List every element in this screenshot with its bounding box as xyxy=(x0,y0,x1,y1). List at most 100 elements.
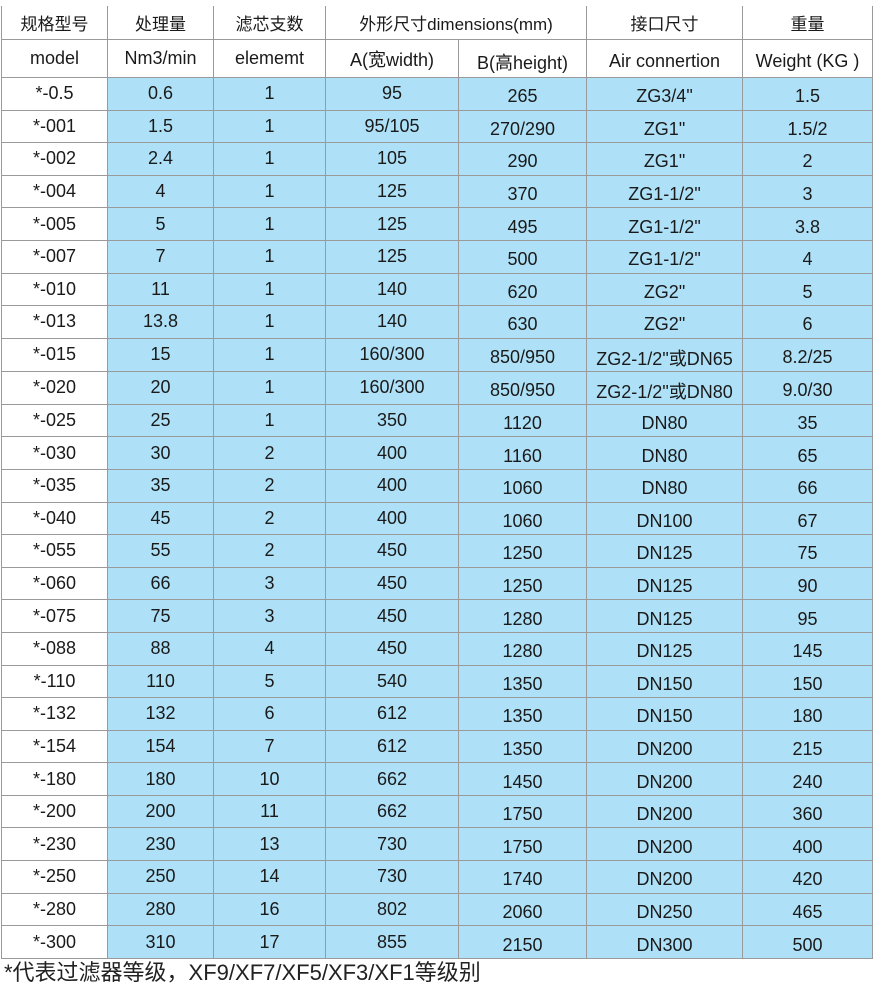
header-row-cn: 规格型号 处理量 滤芯支数 外形尺寸dimensions(mm) 接口尺寸 重量 xyxy=(1,6,873,40)
cell-connection: DN250 xyxy=(586,892,744,927)
cell-connection: DN200 xyxy=(586,794,744,829)
cell-height-b: 1750 xyxy=(457,827,588,862)
table-row: *-010 11 1 140 620 ZG2" 5 xyxy=(1,272,873,307)
cell-connection: ZG3/4" xyxy=(586,77,744,111)
spec-table: 规格型号 处理量 滤芯支数 外形尺寸dimensions(mm) 接口尺寸 重量… xyxy=(1,6,873,959)
cell-weight: 500 xyxy=(742,925,873,959)
cell-flow: 5 xyxy=(107,207,214,241)
cell-height-b: 1750 xyxy=(457,794,588,829)
cell-weight: 95 xyxy=(742,599,873,633)
cell-flow: 20 xyxy=(107,370,214,405)
cell-elements: 1 xyxy=(213,239,326,274)
cell-width-a: 662 xyxy=(325,794,459,829)
table-row: *-075 75 3 450 1280 DN125 95 xyxy=(1,599,873,633)
cell-model: *-030 xyxy=(1,436,108,470)
cell-connection: DN300 xyxy=(586,925,744,959)
cell-connection: DN80 xyxy=(586,403,744,438)
cell-model: *-132 xyxy=(1,697,108,731)
cell-connection: ZG1-1/2" xyxy=(586,239,744,274)
cell-flow: 11 xyxy=(107,272,214,307)
table-row: *-005 5 1 125 495 ZG1-1/2" 3.8 xyxy=(1,207,873,241)
cell-model: *-110 xyxy=(1,664,108,699)
table-row: *-060 66 3 450 1250 DN125 90 xyxy=(1,566,873,601)
cell-flow: 280 xyxy=(107,892,214,927)
cell-elements: 1 xyxy=(213,174,326,209)
table-row: *-280 280 16 802 2060 DN250 465 xyxy=(1,892,873,927)
table-row: *-002 2.4 1 105 290 ZG1" 2 xyxy=(1,142,873,176)
cell-elements: 2 xyxy=(213,534,326,568)
cell-weight: 420 xyxy=(742,860,873,894)
cell-weight: 150 xyxy=(742,664,873,699)
cell-connection: DN125 xyxy=(586,534,744,568)
cell-width-a: 802 xyxy=(325,892,459,927)
cell-width-a: 450 xyxy=(325,631,459,666)
cell-flow: 88 xyxy=(107,631,214,666)
cell-flow: 25 xyxy=(107,403,214,438)
header-dimensions: 外形尺寸dimensions(mm) xyxy=(324,6,588,40)
cell-width-a: 855 xyxy=(325,925,459,959)
cell-connection: ZG2-1/2"或DN80 xyxy=(586,370,744,405)
cell-weight: 360 xyxy=(742,794,873,829)
cell-elements: 1 xyxy=(213,337,326,372)
cell-elements: 1 xyxy=(213,142,326,176)
cell-width-a: 160/300 xyxy=(325,370,459,405)
cell-connection: DN150 xyxy=(586,664,744,699)
cell-connection: ZG2" xyxy=(586,272,744,307)
cell-weight: 465 xyxy=(742,892,873,927)
cell-elements: 3 xyxy=(213,566,326,601)
cell-model: *-300 xyxy=(1,925,108,959)
cell-model: *-005 xyxy=(1,207,108,241)
table-row: *-0.5 0.6 1 95 265 ZG3/4" 1.5 xyxy=(1,77,873,111)
cell-weight: 5 xyxy=(742,272,873,307)
table-row: *-015 15 1 160/300 850/950 ZG2-1/2"或DN65 8.2/2… xyxy=(1,337,873,372)
cell-elements: 1 xyxy=(213,109,326,144)
cell-connection: ZG1-1/2" xyxy=(586,174,744,209)
table-row: *-030 30 2 400 1160 DN80 65 xyxy=(1,436,873,470)
cell-width-a: 125 xyxy=(325,207,459,241)
cell-elements: 1 xyxy=(213,207,326,241)
cell-height-b: 1250 xyxy=(457,534,588,568)
header-flow-cn: 处理量 xyxy=(107,6,214,40)
cell-elements: 1 xyxy=(213,272,326,307)
table-row: *-020 20 1 160/300 850/950 ZG2-1/2"或DN80 9.0/3… xyxy=(1,370,873,405)
cell-width-a: 400 xyxy=(325,436,459,470)
cell-connection: ZG1" xyxy=(586,142,744,176)
cell-height-b: 265 xyxy=(457,77,588,111)
cell-connection: DN200 xyxy=(586,860,744,894)
cell-height-b: 1350 xyxy=(457,729,588,764)
cell-height-b: 1740 xyxy=(457,860,588,894)
cell-elements: 2 xyxy=(213,468,326,503)
cell-height-b: 370 xyxy=(457,174,588,209)
cell-elements: 2 xyxy=(213,501,326,536)
cell-height-b: 1350 xyxy=(457,664,588,699)
cell-weight: 65 xyxy=(742,436,873,470)
table-row: *-013 13.8 1 140 630 ZG2" 6 xyxy=(1,305,873,339)
cell-width-a: 450 xyxy=(325,599,459,633)
table-row: *-007 7 1 125 500 ZG1-1/2" 4 xyxy=(1,239,873,274)
cell-connection: DN150 xyxy=(586,697,744,731)
cell-connection: ZG1" xyxy=(586,109,744,144)
cell-flow: 154 xyxy=(107,729,214,764)
cell-flow: 55 xyxy=(107,534,214,568)
header-width-en: A(宽width) xyxy=(325,39,459,78)
cell-connection: ZG2-1/2"或DN65 xyxy=(586,337,744,372)
table-row: *-132 132 6 612 1350 DN150 180 xyxy=(1,697,873,731)
header-element-cn: 滤芯支数 xyxy=(213,6,326,40)
cell-weight: 75 xyxy=(742,534,873,568)
cell-flow: 200 xyxy=(107,794,214,829)
table-row: *-055 55 2 450 1250 DN125 75 xyxy=(1,534,873,568)
cell-weight: 3.8 xyxy=(742,207,873,241)
cell-height-b: 630 xyxy=(457,305,588,339)
cell-model: *-020 xyxy=(1,370,108,405)
cell-model: *-060 xyxy=(1,566,108,601)
cell-height-b: 290 xyxy=(457,142,588,176)
cell-connection: DN200 xyxy=(586,827,744,862)
cell-flow: 35 xyxy=(107,468,214,503)
cell-flow: 0.6 xyxy=(107,77,214,111)
cell-flow: 110 xyxy=(107,664,214,699)
cell-connection: ZG2" xyxy=(586,305,744,339)
cell-model: *-055 xyxy=(1,534,108,568)
table-row: *-025 25 1 350 1120 DN80 35 xyxy=(1,403,873,438)
cell-height-b: 1280 xyxy=(457,631,588,666)
table-row: *-154 154 7 612 1350 DN200 215 xyxy=(1,729,873,764)
